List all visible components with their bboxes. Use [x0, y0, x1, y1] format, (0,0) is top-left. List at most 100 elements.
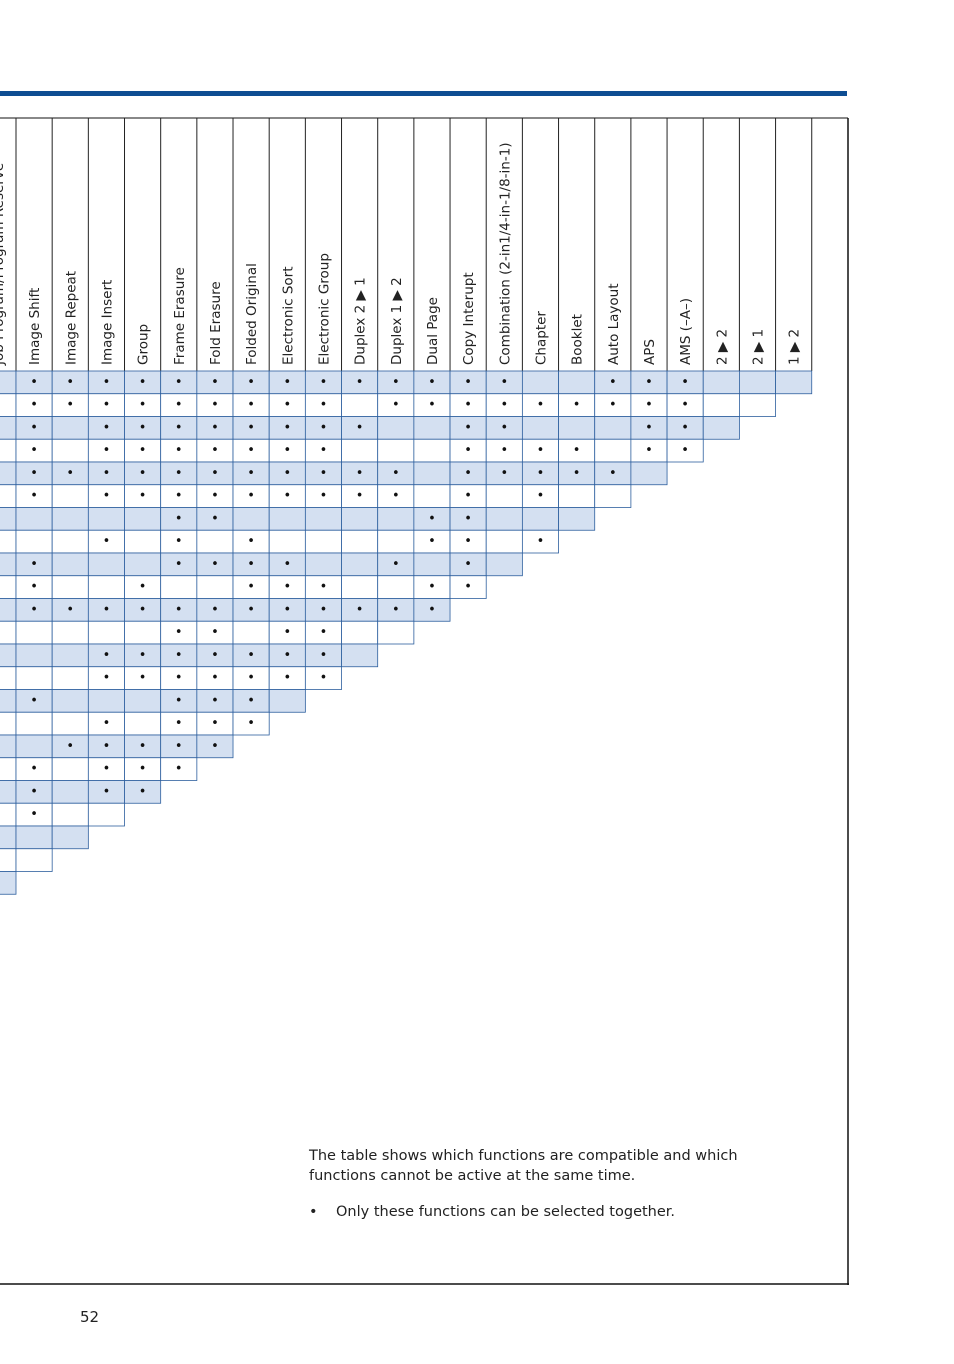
header-rule — [0, 91, 847, 96]
cell-mark: • — [681, 398, 689, 413]
cell-mark: • — [0, 557, 2, 572]
cell-mark: • — [500, 466, 508, 481]
cell-mark: • — [175, 693, 183, 708]
cell-mark: • — [320, 398, 328, 413]
cell-mark: • — [139, 375, 147, 390]
cell-mark: • — [139, 398, 147, 413]
cell — [51, 689, 89, 713]
cell-mark: • — [0, 648, 2, 663]
cell-mark: • — [392, 398, 400, 413]
cell-mark: • — [211, 693, 219, 708]
column-header: Electronic Sort — [280, 266, 296, 365]
cell-mark: • — [464, 580, 472, 595]
cell-mark: • — [247, 466, 255, 481]
cell — [87, 620, 125, 645]
cell-mark: • — [103, 489, 111, 504]
cell-mark: • — [30, 489, 38, 504]
cell-mark: • — [0, 398, 2, 413]
cell — [377, 620, 415, 645]
cell-mark: • — [30, 602, 38, 617]
cell — [485, 484, 523, 508]
cell — [0, 689, 17, 713]
cell-mark: • — [645, 398, 653, 413]
cell — [0, 643, 17, 668]
cell-mark: • — [609, 466, 617, 481]
cell — [0, 416, 17, 440]
cell — [51, 825, 89, 850]
cell — [558, 370, 596, 395]
cell-mark: • — [30, 762, 38, 777]
cell-mark: • — [356, 466, 364, 481]
cell — [0, 848, 17, 872]
cell-mark: • — [320, 648, 328, 663]
cell-mark: • — [464, 511, 472, 526]
cell-mark: • — [103, 398, 111, 413]
cell-mark: • — [247, 580, 255, 595]
cell — [341, 620, 379, 645]
column-header: Electronic Group — [316, 253, 332, 365]
cell — [341, 575, 379, 599]
cell — [413, 438, 451, 463]
cell — [268, 507, 306, 531]
cell-mark: • — [283, 648, 291, 663]
cell-mark: • — [103, 784, 111, 799]
cell — [0, 825, 17, 850]
cell-mark: • — [283, 602, 291, 617]
page-number: 52 — [80, 1308, 100, 1326]
cell-mark: • — [537, 443, 545, 458]
cell-mark: • — [139, 671, 147, 686]
cell — [51, 575, 89, 599]
cell-mark: • — [211, 625, 219, 640]
cell-mark: • — [103, 443, 111, 458]
cell — [15, 825, 53, 850]
cell-mark: • — [0, 466, 2, 481]
cell-mark: • — [283, 466, 291, 481]
cell-mark: • — [103, 648, 111, 663]
cell-mark: • — [464, 443, 472, 458]
cell — [0, 757, 17, 781]
cell-mark: • — [30, 420, 38, 435]
cell-mark: • — [681, 443, 689, 458]
cell-mark: • — [500, 443, 508, 458]
cell — [0, 711, 17, 736]
cell-mark: • — [211, 648, 219, 663]
cell-mark: • — [428, 534, 436, 549]
cell-mark: • — [283, 625, 291, 640]
cell — [377, 416, 415, 440]
cell — [341, 552, 379, 577]
cell-mark: • — [464, 557, 472, 572]
cell-mark: • — [30, 807, 38, 822]
cell — [413, 416, 451, 440]
cell-mark: • — [464, 375, 472, 390]
cell-mark: • — [320, 420, 328, 435]
cell — [630, 461, 668, 486]
cell — [377, 575, 415, 599]
cell-mark: • — [175, 739, 183, 754]
cell-mark: • — [392, 557, 400, 572]
cell-mark: • — [0, 716, 2, 731]
cell — [485, 529, 523, 554]
cell — [51, 438, 89, 463]
cell-mark: • — [139, 602, 147, 617]
cell — [594, 416, 632, 440]
cell-mark: • — [103, 375, 111, 390]
cell-mark: • — [283, 398, 291, 413]
cell-mark: • — [175, 762, 183, 777]
cell — [160, 757, 198, 781]
cell — [51, 643, 89, 668]
cell — [341, 529, 379, 554]
cell-mark: • — [428, 398, 436, 413]
cell-mark: • — [0, 875, 2, 890]
cell — [413, 598, 451, 622]
cell — [594, 438, 632, 463]
cell — [232, 620, 270, 645]
cell — [739, 370, 776, 395]
cell-mark: • — [103, 602, 111, 617]
cell — [15, 711, 53, 736]
cell-mark: • — [500, 375, 508, 390]
cell-mark: • — [681, 375, 689, 390]
cell-mark: • — [283, 557, 291, 572]
cell — [15, 529, 53, 554]
cell — [15, 620, 53, 645]
